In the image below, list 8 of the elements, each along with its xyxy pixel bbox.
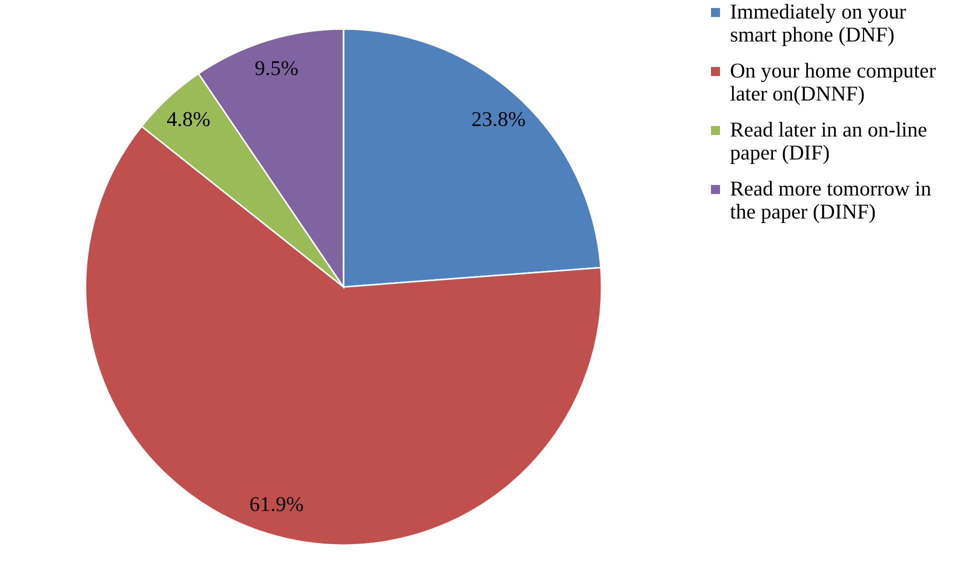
legend-label: Immediately on your smart phone (DNF): [730, 0, 906, 46]
data-label: 61.9%: [249, 492, 304, 516]
legend-label: Read more tomorrow in the paper (DINF): [730, 176, 932, 224]
legend-label: Read later in an on-line paper (DIF): [730, 118, 928, 164]
data-label: 4.8%: [166, 106, 210, 131]
legend-label: On your home computer later on(DNNF): [730, 58, 936, 106]
data-label: 23.8%: [471, 106, 526, 131]
data-label: 9.5%: [254, 56, 298, 80]
